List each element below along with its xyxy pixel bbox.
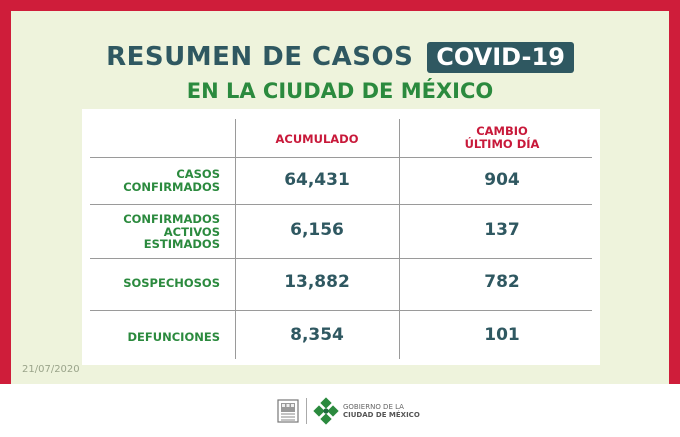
value-accumulated-deaths: 8,354 bbox=[290, 325, 344, 345]
title-row: RESUMEN DE CASOS COVID-19 bbox=[11, 39, 669, 75]
value-change-confirmed: 904 bbox=[484, 170, 520, 190]
government-line2: CIUDAD DE MÉXICO bbox=[343, 411, 420, 419]
footer-logos: GOBIERNO DE LA CIUDAD DE MÉXICO bbox=[276, 395, 420, 427]
row-divider bbox=[90, 310, 592, 311]
row-divider bbox=[90, 204, 592, 205]
government-wordmark: GOBIERNO DE LA CIUDAD DE MÉXICO bbox=[343, 403, 420, 419]
row-label-confirmed: CASOS CONFIRMADOS bbox=[94, 168, 220, 193]
column-divider bbox=[235, 119, 236, 359]
value-accumulated-confirmed: 64,431 bbox=[284, 170, 350, 190]
cases-table: ACUMULADO CAMBIO ÚLTIMO DÍA CASOS CONFIR… bbox=[82, 109, 600, 365]
value-change-deaths: 101 bbox=[484, 325, 520, 345]
summary-panel: RESUMEN DE CASOS COVID-19 EN LA CIUDAD D… bbox=[11, 11, 669, 384]
row-label-deaths: DEFUNCIONES bbox=[94, 331, 220, 344]
column-header-change-line2: ÚLTIMO DÍA bbox=[464, 137, 540, 151]
column-header-change: CAMBIO ÚLTIMO DÍA bbox=[412, 125, 592, 151]
row-label-line: CASOS bbox=[176, 167, 220, 181]
column-header-accumulated: ACUMULADO bbox=[275, 132, 359, 146]
row-label-line: SOSPECHOSOS bbox=[123, 276, 220, 290]
column-divider bbox=[399, 119, 400, 359]
coat-of-arms-icon bbox=[277, 399, 299, 423]
row-label-active: CONFIRMADOS ACTIVOS ESTIMADOS bbox=[94, 213, 220, 251]
value-change-suspected: 782 bbox=[484, 272, 520, 292]
report-date: 21/07/2020 bbox=[22, 364, 80, 375]
page-subtitle: EN LA CIUDAD DE MÉXICO bbox=[186, 79, 494, 103]
value-accumulated-suspected: 13,882 bbox=[284, 272, 350, 292]
row-label-line: CONFIRMADOS bbox=[123, 212, 220, 226]
page-title: RESUMEN DE CASOS bbox=[106, 42, 414, 72]
value-accumulated-active: 6,156 bbox=[290, 220, 344, 240]
value-change-active: 137 bbox=[484, 220, 520, 240]
row-divider bbox=[90, 157, 592, 158]
row-divider bbox=[90, 258, 592, 259]
row-label-suspected: SOSPECHOSOS bbox=[94, 277, 220, 290]
government-line1: GOBIERNO DE LA bbox=[343, 403, 404, 411]
logo-separator bbox=[306, 398, 307, 424]
row-label-line: DEFUNCIONES bbox=[127, 330, 220, 344]
column-header-change-line1: CAMBIO bbox=[476, 124, 528, 138]
cdmx-flower-icon bbox=[313, 397, 339, 425]
covid-badge: COVID-19 bbox=[427, 41, 574, 73]
row-label-line: CONFIRMADOS bbox=[123, 179, 220, 194]
row-label-line: ACTIVOS bbox=[163, 224, 220, 239]
row-label-line: ESTIMADOS bbox=[143, 237, 220, 251]
